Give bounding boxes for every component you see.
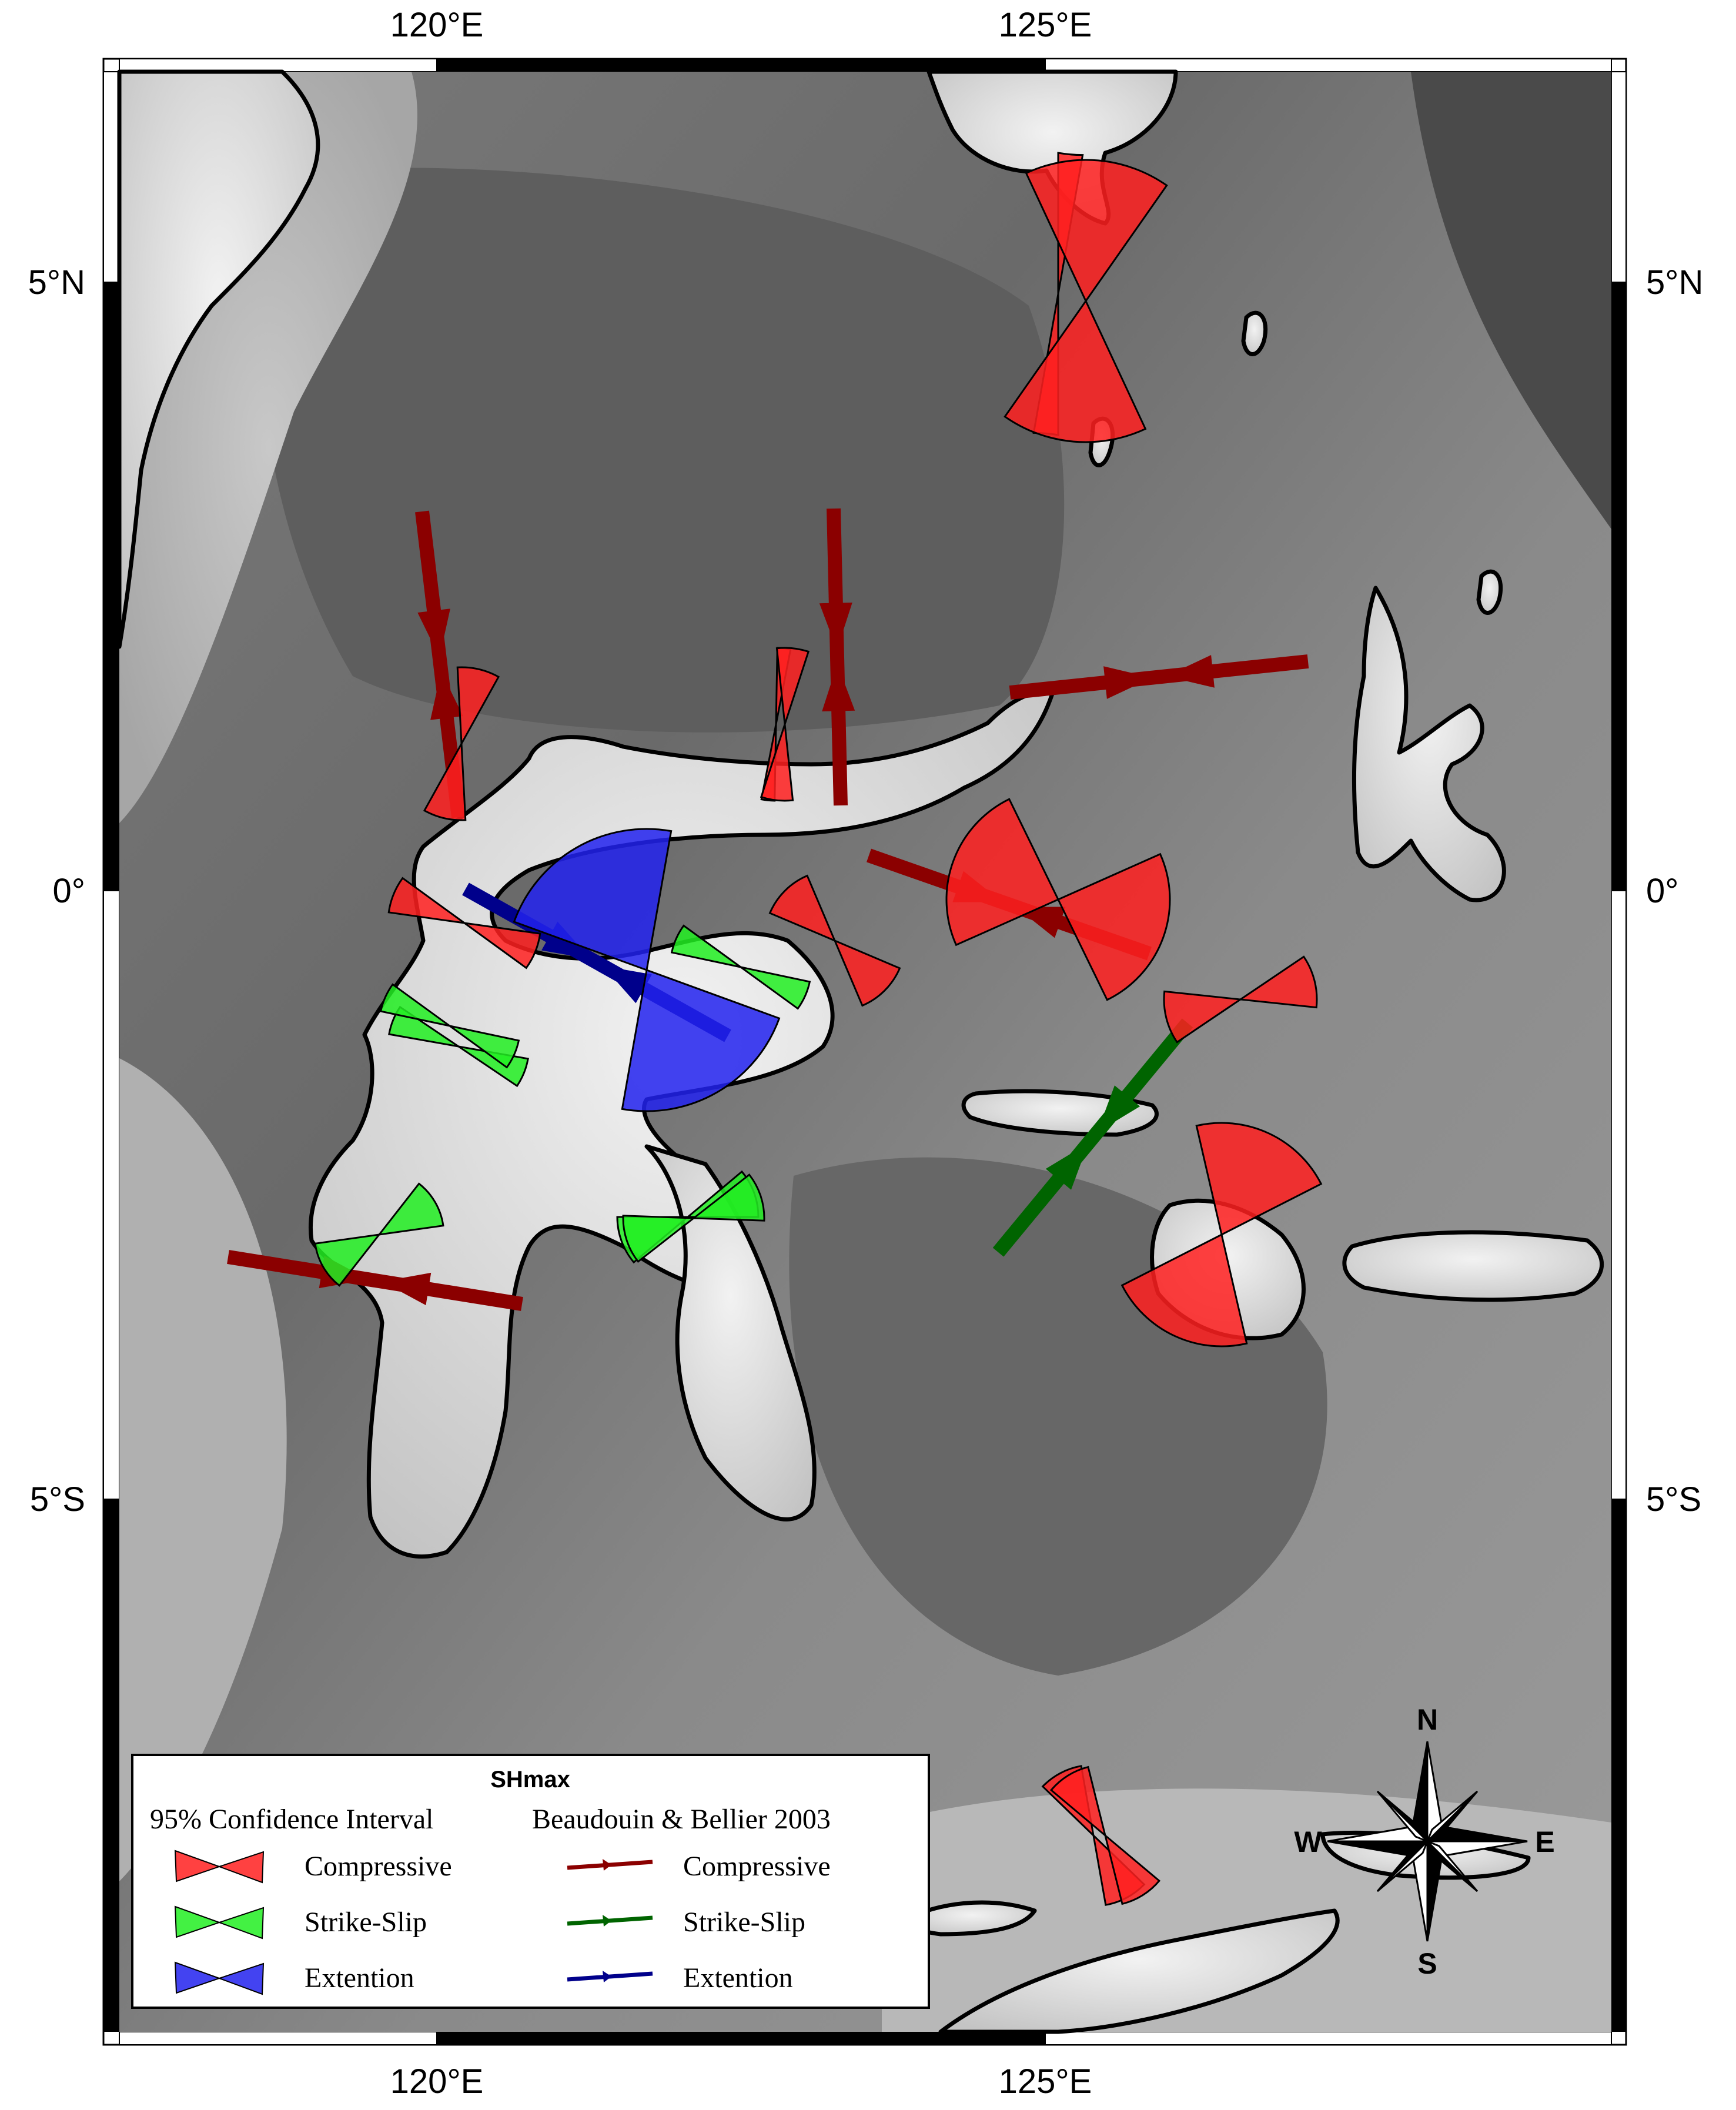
legend-extension-label: Extention xyxy=(305,1962,414,1994)
confidence-wedge xyxy=(1163,955,1318,1044)
right-label-0: 0° xyxy=(1646,872,1678,910)
arrowhead xyxy=(1015,907,1066,938)
left-label-0: 0° xyxy=(53,872,85,910)
confidence-wedge xyxy=(387,877,541,969)
arrowhead xyxy=(603,965,652,1004)
legend-row-compressive: Compressive Compressive xyxy=(174,1850,831,1884)
right-label-5n: 5°N xyxy=(1646,263,1703,302)
arrowhead xyxy=(1097,1085,1140,1132)
legend-box xyxy=(131,1754,930,2009)
legend-compressive-wedge xyxy=(174,1850,265,1884)
left-label-5s: 5°S xyxy=(30,1480,85,1519)
axis-labels: 120°E 125°E 120°E 125°E 5°N 0° 5°S 5°N 0… xyxy=(28,6,1704,2101)
left-label-5n: 5°N xyxy=(28,263,85,302)
arrowhead xyxy=(819,602,852,650)
top-label-120e: 120°E xyxy=(390,6,484,44)
bottom-label-120e: 120°E xyxy=(390,2062,484,2101)
borneo-coast xyxy=(117,69,320,649)
compass-rose: N S E W xyxy=(1294,1703,1554,1980)
legend-compressive-label: Compressive xyxy=(305,1851,452,1882)
legend-compressive-arrow-label: Compressive xyxy=(683,1851,831,1882)
timor-island xyxy=(938,1908,1340,2034)
bathymetry-background xyxy=(119,72,1611,2032)
strike-slip-arrow xyxy=(992,1018,1193,1257)
legend-row-extension: Extention Extention xyxy=(174,1961,793,1995)
confidence-wedge xyxy=(379,983,520,1069)
arrowhead xyxy=(382,1272,432,1306)
arrowhead xyxy=(417,608,450,658)
legend-strike-slip-wedge xyxy=(174,1905,265,1940)
legend-extension-arrow-label: Extention xyxy=(683,1962,793,1994)
arrowhead xyxy=(1103,666,1152,699)
arrowhead xyxy=(822,664,855,712)
bottom-label-125e: 125°E xyxy=(999,2062,1092,2101)
compass-west-label: W xyxy=(1294,1825,1322,1858)
confidence-wedge xyxy=(513,828,781,1112)
arrowhead xyxy=(1166,655,1215,688)
arrowhead xyxy=(1045,1143,1089,1190)
legend-strike-slip-label: Strike-Slip xyxy=(305,1907,427,1938)
confidence-wedge xyxy=(670,924,811,1010)
legend: SHmax 95% Confidence Interval Beaudouin … xyxy=(131,1754,930,2009)
arrowhead xyxy=(430,671,463,720)
halmahera-island xyxy=(1352,586,1506,902)
confidence-wedge xyxy=(314,1182,444,1287)
confidence-wedge xyxy=(1049,1765,1161,1905)
compass-north-label: N xyxy=(1417,1703,1438,1736)
confidence-wedge xyxy=(423,666,500,821)
confidence-wedge xyxy=(1004,159,1168,443)
confidence-wedge xyxy=(945,798,1171,1001)
legend-row-strike-slip: Strike-Slip Strike-Slip xyxy=(174,1905,805,1940)
legend-col2-header: Beaudouin & Bellier 2003 xyxy=(532,1804,831,1835)
compass-east-label: E xyxy=(1535,1825,1554,1858)
top-label-125e: 125°E xyxy=(999,6,1092,44)
compass-star-icon xyxy=(1327,1741,1528,1942)
confidence-wedge xyxy=(760,647,810,802)
legend-title: SHmax xyxy=(490,1767,570,1793)
confidence-wedge xyxy=(1120,1122,1323,1347)
compressive-arrow xyxy=(819,508,855,806)
right-label-5s: 5°S xyxy=(1646,1480,1701,1519)
confidence-wedges xyxy=(314,152,1323,1906)
confidence-wedge xyxy=(622,1173,765,1263)
landmasses xyxy=(117,69,1604,2034)
legend-col1-header: 95% Confidence Interval xyxy=(150,1804,433,1835)
legend-extension-wedge xyxy=(174,1961,265,1995)
confidence-wedge xyxy=(768,874,901,1007)
compressive-arrow xyxy=(1009,654,1309,700)
compass-south-label: S xyxy=(1417,1947,1437,1980)
legend-strike-slip-arrow-label: Strike-Slip xyxy=(683,1907,805,1938)
